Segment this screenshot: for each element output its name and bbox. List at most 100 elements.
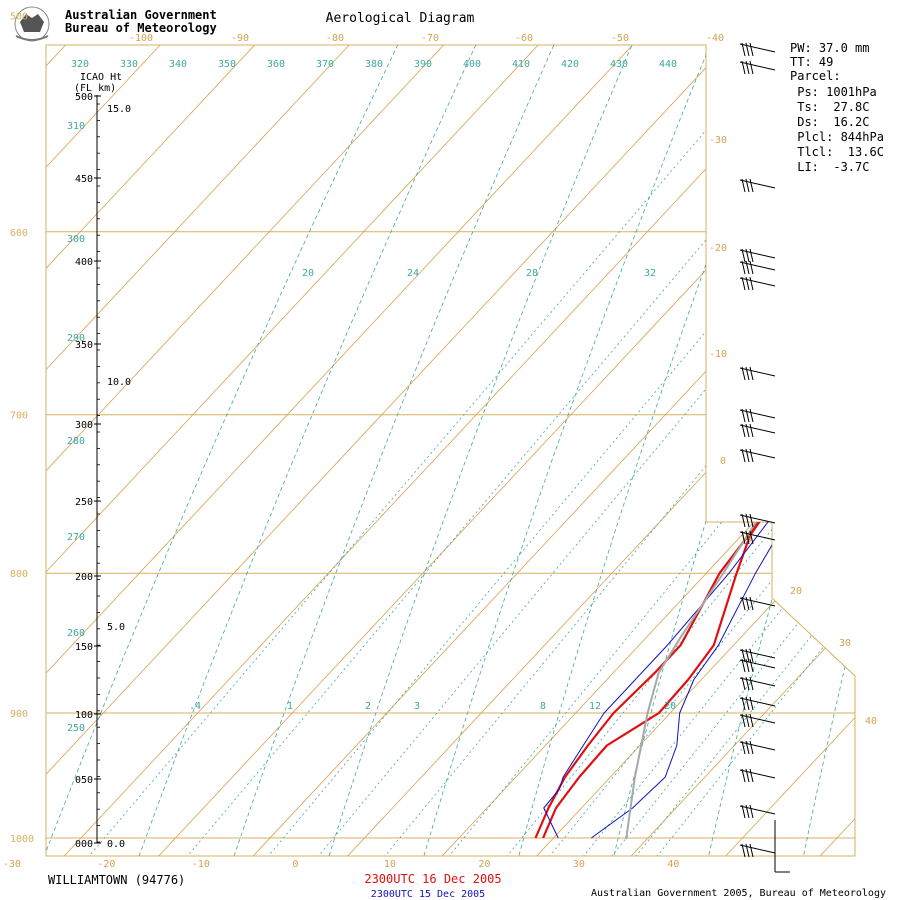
dry-adiabat-line bbox=[316, 45, 855, 856]
chart-title: Aerological Diagram bbox=[326, 11, 475, 26]
index-parcel: Parcel: bbox=[790, 69, 841, 83]
flight-level-label: 500 bbox=[75, 92, 93, 103]
pressure-tick-label: 500 bbox=[10, 11, 28, 22]
mixing-ratio-line bbox=[474, 45, 855, 856]
mixing-ratio-label: 12 bbox=[589, 701, 601, 712]
dry-adiabat-line bbox=[795, 45, 855, 856]
wind-barb bbox=[739, 676, 776, 691]
theta-label: 370 bbox=[316, 59, 334, 70]
right-temperature-label: 20 bbox=[790, 586, 802, 597]
theta-label: 390 bbox=[414, 59, 432, 70]
top-temperature-label: -50 bbox=[611, 33, 629, 44]
wind-barbs bbox=[739, 42, 790, 873]
index-pw: PW: 37.0 mm bbox=[790, 41, 869, 55]
theta-left-label: 270 bbox=[67, 532, 85, 543]
mixing-ratio-label: 8 bbox=[540, 701, 546, 712]
flight-level-label: 050 bbox=[75, 775, 93, 786]
station-name: WILLIAMTOWN (94776) bbox=[48, 873, 185, 887]
sounding-curves bbox=[534, 45, 855, 840]
wind-barb bbox=[739, 178, 776, 193]
wind-barb bbox=[739, 648, 776, 663]
flight-level-label: 400 bbox=[75, 257, 93, 268]
axis-labels: 1000900800700600500400300200-30-20-10010… bbox=[3, 11, 877, 870]
km-label: 10.0 bbox=[107, 377, 131, 388]
theta-left-label: 290 bbox=[67, 333, 85, 344]
pressure-tick-label: 600 bbox=[10, 228, 28, 239]
wind-barb bbox=[739, 804, 776, 819]
theta-left-label: 250 bbox=[67, 723, 85, 734]
credit-text: Australian Government 2005, Bureau of Me… bbox=[591, 888, 886, 899]
wind-barb bbox=[739, 530, 776, 545]
theta-label: 420 bbox=[561, 59, 579, 70]
mixing-ratio-label: 20 bbox=[664, 701, 676, 712]
top-temperature-label: -90 bbox=[231, 33, 249, 44]
index-plcl: Plcl: 844hPa bbox=[790, 130, 884, 144]
mixing-ratio-line bbox=[54, 45, 855, 856]
mixing-ratio-label: 2 bbox=[365, 701, 371, 712]
wind-barb bbox=[739, 696, 776, 711]
mixing-ratio-label: 32 bbox=[644, 268, 656, 279]
temperature-tick-label: -10 bbox=[192, 859, 210, 870]
index-tlcl: Tlcl: 13.6C bbox=[790, 145, 884, 159]
wind-barb bbox=[739, 248, 776, 263]
wind-barb bbox=[739, 423, 776, 438]
temperature-tick-label: -20 bbox=[97, 859, 115, 870]
flight-level-label: 250 bbox=[75, 497, 93, 508]
km-label: 0.0 bbox=[107, 839, 125, 850]
dry-adiabat-line bbox=[46, 45, 855, 856]
temperature-tick-label: 20 bbox=[478, 859, 490, 870]
km-label: 5.0 bbox=[107, 622, 125, 633]
theta-label: 320 bbox=[71, 59, 89, 70]
bom-logo bbox=[14, 6, 50, 42]
wind-barb bbox=[739, 42, 776, 57]
theta-label: 330 bbox=[120, 59, 138, 70]
theta-label: 380 bbox=[365, 59, 383, 70]
pressure-tick-label: 800 bbox=[10, 569, 28, 580]
org-line-1: Australian Government bbox=[65, 8, 217, 22]
org-line-2: Bureau of Meteorology bbox=[65, 21, 217, 35]
mixing-ratio-line bbox=[551, 45, 855, 856]
pressure-tick-label: 900 bbox=[10, 709, 28, 720]
theta-left-label: 300 bbox=[67, 234, 85, 245]
legend-current-time: 2300UTC 16 Dec 2005 bbox=[364, 872, 501, 886]
mixing-ratio-label: .4 bbox=[189, 701, 201, 712]
theta-label: 340 bbox=[169, 59, 187, 70]
wind-barb bbox=[739, 513, 776, 528]
wind-barb bbox=[739, 408, 776, 423]
temperature-tick-label: 40 bbox=[667, 859, 679, 870]
wind-barb bbox=[739, 740, 776, 755]
mixing-ratio-label: 28 bbox=[526, 268, 538, 279]
wind-barb bbox=[739, 768, 776, 783]
top-temperature-label: -80 bbox=[326, 33, 344, 44]
pressure-tick-label: 1000 bbox=[10, 834, 34, 845]
theta-label: 440 bbox=[659, 59, 677, 70]
flight-level-label: 000 bbox=[75, 839, 93, 850]
index-li: LI: -3.7C bbox=[790, 160, 869, 174]
wind-barb bbox=[739, 260, 776, 275]
flight-level-label: 150 bbox=[75, 642, 93, 653]
wind-barb bbox=[739, 596, 776, 611]
dry-adiabat-line bbox=[124, 45, 855, 856]
right-temperature-label: 30 bbox=[839, 638, 851, 649]
temperature-tick-label: 30 bbox=[573, 859, 585, 870]
km-label: 15.0 bbox=[107, 104, 131, 115]
wind-barb bbox=[739, 713, 776, 728]
series-current-dewpoint bbox=[534, 45, 855, 839]
top-temperature-label: -40 bbox=[706, 33, 724, 44]
temperature-tick-label: 10 bbox=[384, 859, 396, 870]
theta-left-label: 260 bbox=[67, 628, 85, 639]
theta-left-label: 310 bbox=[67, 121, 85, 132]
mixing-ratio-label: 24 bbox=[407, 268, 419, 279]
wind-barb bbox=[739, 276, 776, 291]
mixing-ratio-line bbox=[416, 45, 855, 856]
mixing-ratio-label: 3 bbox=[414, 701, 420, 712]
flight-level-label: 450 bbox=[75, 174, 93, 185]
isotherm-line bbox=[46, 45, 855, 856]
series-previous-temperature bbox=[591, 45, 855, 839]
height-axis-title: ICAO Ht bbox=[80, 72, 122, 83]
